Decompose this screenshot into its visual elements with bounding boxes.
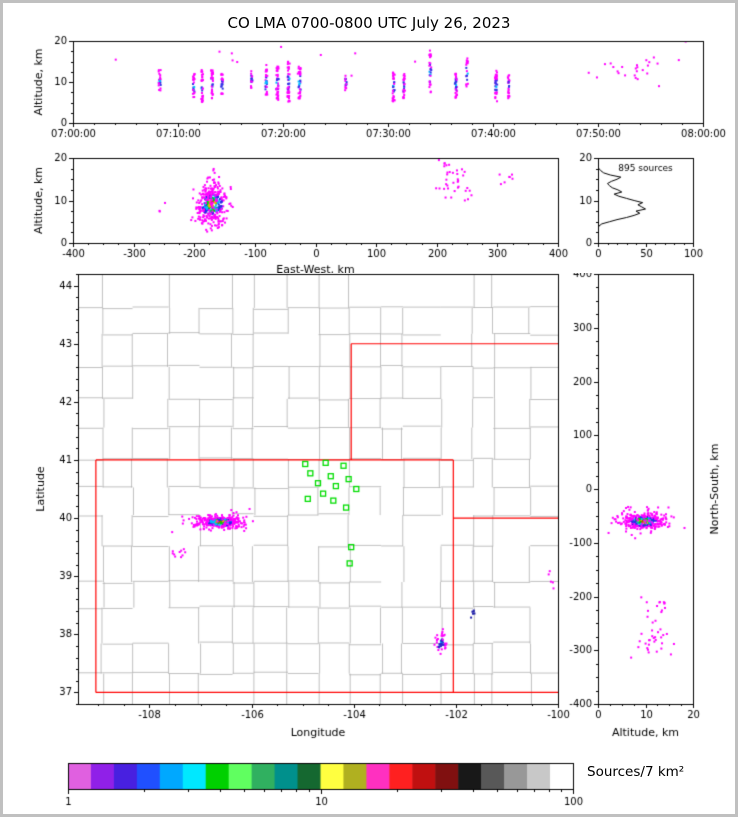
eastwest-height-panel <box>3 151 578 273</box>
time-height-panel <box>3 33 735 151</box>
altitude-histogram-panel <box>563 151 735 273</box>
plan-view-map-panel <box>3 273 578 751</box>
figure-title: CO LMA 0700-0800 UTC July 26, 2023 <box>227 14 511 32</box>
northsouth-height-panel <box>563 273 735 751</box>
colorbar <box>3 751 735 814</box>
colorbar-label: Sources/7 km² <box>587 764 685 780</box>
